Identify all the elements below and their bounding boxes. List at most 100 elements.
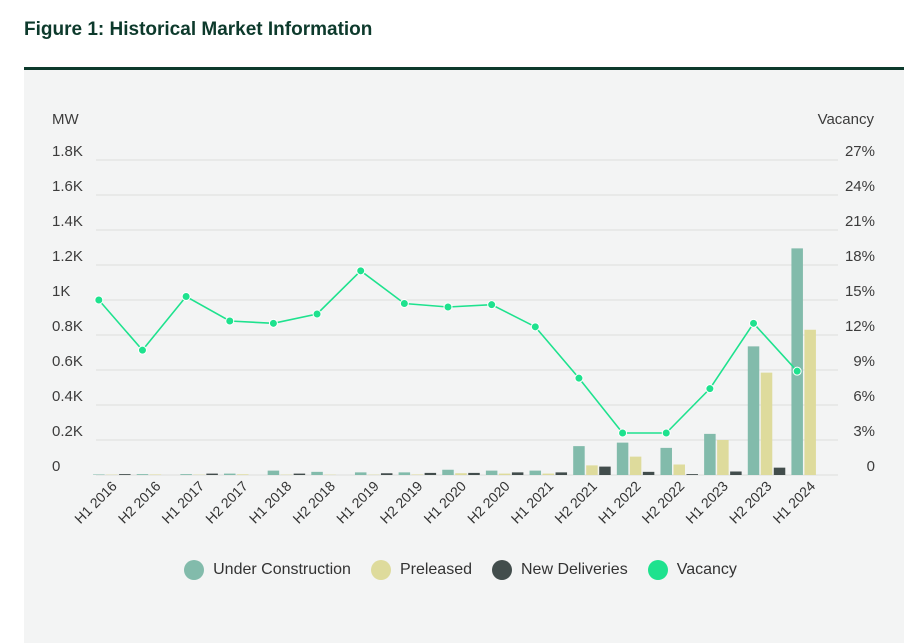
legend-label: New Deliveries <box>521 561 628 578</box>
vacancy-point <box>225 316 235 326</box>
bar-under-construction <box>93 474 105 475</box>
bar-under-construction <box>747 346 760 475</box>
bar-under-construction <box>442 469 454 475</box>
figure-title: Figure 1: Historical Market Information <box>24 19 373 40</box>
x-tick-label: H1 2020 <box>420 478 469 527</box>
bar-new-deliveries <box>424 472 437 475</box>
legend-item: Under Construction <box>184 560 351 580</box>
legend-circle-icon <box>370 560 391 580</box>
bar-preleased <box>717 440 729 475</box>
legend-label: Under Construction <box>213 561 351 578</box>
x-tick-label: H2 2020 <box>464 478 513 527</box>
bar-under-construction <box>573 446 585 475</box>
bar-new-deliveries <box>599 466 611 475</box>
vacancy-point <box>312 309 322 319</box>
vacancy-point <box>487 300 497 310</box>
bar-under-construction <box>485 470 498 475</box>
vacancy-point <box>530 322 540 332</box>
bar-new-deliveries <box>380 473 393 475</box>
bar-under-construction <box>398 472 411 475</box>
x-tick-label: H1 2022 <box>595 478 644 527</box>
legend-label: Preleased <box>399 561 472 578</box>
x-tick-label: H2 2022 <box>639 478 688 527</box>
legend-item: New Deliveries <box>492 560 628 580</box>
bar-new-deliveries <box>642 471 655 475</box>
x-tick-label: H1 2021 <box>508 478 557 527</box>
vacancy-point <box>181 292 191 301</box>
bar-preleased <box>455 473 467 475</box>
bar-under-construction <box>529 470 542 475</box>
legend-item: Preleased <box>370 560 472 580</box>
vacancy-point <box>399 299 409 308</box>
y2-tick-label: 15% <box>845 283 875 300</box>
x-tick-label: H1 2024 <box>770 478 819 527</box>
bar-new-deliveries <box>206 473 218 475</box>
bar-new-deliveries <box>686 474 698 475</box>
vacancy-point <box>443 302 453 312</box>
legend-item: Vacancy <box>647 560 737 580</box>
y-tick-label: 1.2K <box>52 248 83 265</box>
x-tick-label: H1 2017 <box>158 478 207 527</box>
x-tick-label: H1 2023 <box>682 478 731 527</box>
bar-under-construction <box>354 472 367 475</box>
y-tick-label: 0.6K <box>52 353 83 370</box>
bar-under-construction <box>136 474 149 475</box>
y2-tick-label: 12% <box>845 318 875 335</box>
bar-preleased <box>760 372 773 475</box>
bar-preleased <box>586 465 598 475</box>
y2-tick-label: 21% <box>845 213 875 230</box>
legend-circle-icon <box>184 560 205 580</box>
y-tick-label: 1.8K <box>52 143 83 160</box>
vacancy-point <box>749 318 759 328</box>
legend: Under Construction Preleased New Deliverie… <box>0 557 921 583</box>
y-tick-label: 0.2K <box>52 423 83 440</box>
vacancy-point <box>661 428 671 438</box>
vacancy-point <box>94 295 104 305</box>
vacancy-point <box>137 345 147 355</box>
y-tick-label: 0.8K <box>52 318 83 335</box>
bar-under-construction <box>267 470 280 475</box>
bar-under-construction <box>311 471 323 475</box>
vacancy-point <box>574 373 584 383</box>
vacancy-line-path <box>98 269 798 434</box>
x-tick-label: H2 2019 <box>377 478 426 527</box>
bar-preleased <box>804 329 816 475</box>
y2-tick-label: 6% <box>853 388 875 405</box>
bar-new-deliveries <box>119 474 131 475</box>
vacancy-point <box>792 366 802 376</box>
y-tick-label: 1.4K <box>52 213 83 230</box>
x-tick-label: H2 2016 <box>115 478 164 527</box>
bar-under-construction <box>180 474 192 475</box>
y2-axis-title: Vacancy <box>818 111 875 128</box>
y2-tick-label: 18% <box>845 248 875 265</box>
bar-preleased <box>411 474 424 475</box>
y-tick-labels: 0 0.2K 0.4K 0.6K 0.8K 1K 1.2K 1.4K 1.6K 1.8K <box>52 143 83 475</box>
bar-preleased <box>629 456 642 475</box>
bar-preleased <box>542 473 555 475</box>
y-tick-label: 0.4K <box>52 388 83 405</box>
vacancy-point <box>268 318 278 328</box>
bar-new-deliveries <box>555 472 568 475</box>
bar-under-construction <box>660 447 672 475</box>
y2-tick-labels: 0 3% 6% 9% 12% 15% 18% 21% 24% 27% <box>845 143 875 475</box>
bar-under-construction <box>791 248 803 475</box>
y-tick-label: 1K <box>52 283 70 300</box>
x-tick-label: H2 2017 <box>202 478 251 527</box>
legend-circle-icon <box>492 560 512 580</box>
bars <box>93 248 816 475</box>
y2-tick-label: 9% <box>853 353 875 370</box>
vacancy-line <box>94 266 802 438</box>
bar-preleased <box>498 473 511 475</box>
bar-preleased <box>673 464 685 475</box>
title-rule <box>24 67 904 70</box>
x-tick-label: H2 2021 <box>551 478 600 527</box>
x-tick-label: H2 2023 <box>726 478 775 527</box>
bar-new-deliveries <box>511 472 524 475</box>
grid-lines <box>96 159 838 476</box>
x-tick-label: H1 2016 <box>71 478 120 527</box>
bar-new-deliveries <box>468 472 480 475</box>
bar-new-deliveries <box>730 471 742 475</box>
bar-preleased <box>149 474 162 475</box>
x-tick-label: H2 2018 <box>289 478 338 527</box>
